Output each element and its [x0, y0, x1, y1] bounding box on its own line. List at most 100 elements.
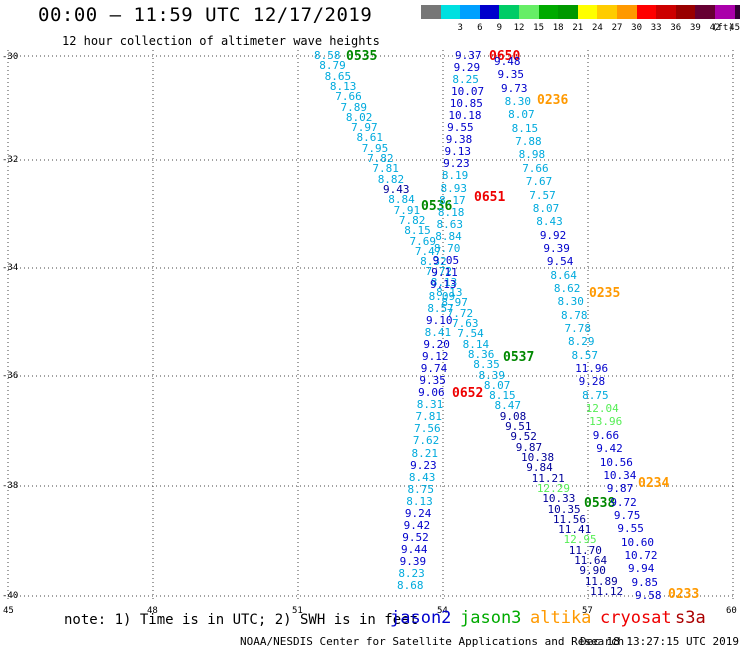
swh-value: 12.95 — [563, 533, 597, 547]
swh-value: 9.52 — [402, 530, 429, 544]
swh-value: 11.70 — [568, 543, 602, 557]
swh-value: 8.13 — [329, 79, 357, 93]
colorbar-cell — [440, 5, 461, 19]
swh-value: 9.35 — [497, 68, 525, 82]
colorbar-cell — [636, 5, 657, 19]
legend-jason3: jason3 — [460, 608, 522, 628]
swh-value: 7.69 — [409, 234, 437, 248]
swh-value: 7.78 — [564, 322, 592, 335]
swh-value: 8.13 — [406, 494, 433, 508]
colorbar-cell — [558, 5, 578, 19]
swh-value: 8.58 — [314, 49, 341, 62]
pass-label: 0234 — [638, 476, 670, 491]
swh-value: 9.42 — [403, 518, 431, 532]
swh-value: 10.72 — [624, 548, 658, 562]
swh-value: 8.21 — [411, 446, 439, 460]
pass-label: 0535 — [346, 49, 378, 64]
colorbar-cell — [734, 5, 740, 19]
colorbar-tick-label: 12 — [513, 23, 525, 33]
swh-value: 8.15 — [511, 121, 539, 135]
swh-value: 11.41 — [558, 523, 592, 537]
x-tick-label: 51 — [292, 606, 303, 616]
swh-value: 9.12 — [422, 350, 449, 364]
swh-value: 8.57 — [427, 301, 454, 315]
swh-value: 10.56 — [599, 455, 633, 469]
y-tick-label: -30 — [2, 52, 19, 62]
swh-value: 9.23 — [443, 157, 470, 171]
legend-altika: altika — [530, 608, 592, 628]
colorbar-tick-label: 6 — [477, 23, 483, 33]
swh-value: 11.12 — [590, 585, 624, 598]
swh-value: 8.75 — [407, 482, 435, 496]
swh-value: 7.54 — [457, 327, 484, 341]
swh-value: 7.91 — [393, 203, 421, 217]
swh-value: 9.43 — [383, 183, 410, 196]
x-tick-label: 57 — [582, 606, 593, 616]
swh-value: 8.14 — [462, 337, 490, 351]
swh-value: 9.20 — [423, 338, 450, 352]
colorbar-cell — [577, 5, 598, 19]
swh-value: 9.85 — [631, 575, 658, 589]
x-tick-label: 54 — [437, 606, 448, 616]
colorbar-cell — [538, 5, 559, 19]
swh-value: 9.58 — [635, 589, 662, 602]
swh-value: 9.11 — [431, 265, 458, 279]
swh-value: 7.97 — [351, 121, 378, 135]
swh-value: 8.35 — [473, 358, 500, 372]
colorbar-cell — [460, 5, 480, 19]
swh-value: 10.34 — [603, 468, 637, 482]
swh-value: 8.17 — [439, 193, 466, 207]
swh-value: 11.64 — [574, 554, 608, 568]
legend-s3a: s3a — [675, 608, 706, 628]
swh-value: 7.57 — [529, 188, 556, 202]
swh-value: 10.35 — [547, 502, 581, 516]
swh-value: 7.72 — [446, 306, 474, 320]
swh-value: 9.28 — [578, 375, 606, 389]
colorbar-tick-label: 21 — [572, 23, 584, 33]
swh-value: 8.64 — [550, 268, 577, 282]
swh-value: 7.63 — [452, 317, 479, 330]
swh-value: 8.18 — [437, 205, 465, 219]
swh-value: 10.07 — [451, 85, 485, 99]
swh-value: 9.24 — [404, 506, 432, 520]
swh-value: 9.13 — [444, 145, 471, 159]
pass-label: 0536 — [421, 199, 453, 214]
swh-value: 9.39 — [399, 554, 427, 568]
swh-value: 9.74 — [420, 362, 448, 376]
swh-value: 11.21 — [531, 471, 565, 485]
footer-credit: NOAA/NESDIS Center for Satellite Applica… — [240, 635, 625, 648]
swh-value: 9.13 — [429, 277, 457, 291]
colorbar-cell — [656, 5, 676, 19]
colorbar-tick-label: 15 — [533, 23, 545, 33]
swh-value: 8.19 — [441, 169, 469, 183]
swh-value: 8.09 — [428, 289, 456, 303]
swh-value: 10.18 — [448, 109, 482, 123]
swh-value: 10.85 — [449, 97, 483, 111]
pass-label: 0651 — [474, 190, 506, 205]
pass-label: 0650 — [489, 49, 521, 64]
swh-value: 9.72 — [610, 495, 637, 509]
colorbar-tick-label: 27 — [611, 23, 623, 33]
colorbar-cell — [499, 5, 519, 19]
colorbar-cell — [597, 5, 617, 19]
swh-value: 9.84 — [526, 461, 553, 475]
swh-value: 9.05 — [432, 253, 460, 267]
swh-value: 10.60 — [620, 535, 655, 549]
swh-value: 8.93 — [440, 181, 468, 195]
x-tick-label: 48 — [147, 606, 158, 616]
y-tick-label: -34 — [2, 263, 19, 273]
swh-value: 9.37 — [455, 49, 482, 62]
swh-value: 9.29 — [453, 61, 481, 75]
swh-value: 13.96 — [589, 415, 623, 429]
swh-value: 7.47 — [414, 244, 442, 258]
swh-value: 8.30 — [557, 295, 584, 309]
swh-value: 8.79 — [319, 59, 346, 73]
swh-value: 7.67 — [525, 175, 553, 189]
colorbar-cell — [617, 5, 637, 19]
colorbar-tick-label: 42 — [709, 23, 721, 33]
swh-value: 9.73 — [501, 81, 528, 95]
swh-value: 8.82 — [377, 172, 405, 186]
swh-value: 8.07 — [483, 378, 511, 392]
swh-value: 9.87 — [515, 440, 543, 454]
pass-label: 0233 — [668, 587, 700, 602]
